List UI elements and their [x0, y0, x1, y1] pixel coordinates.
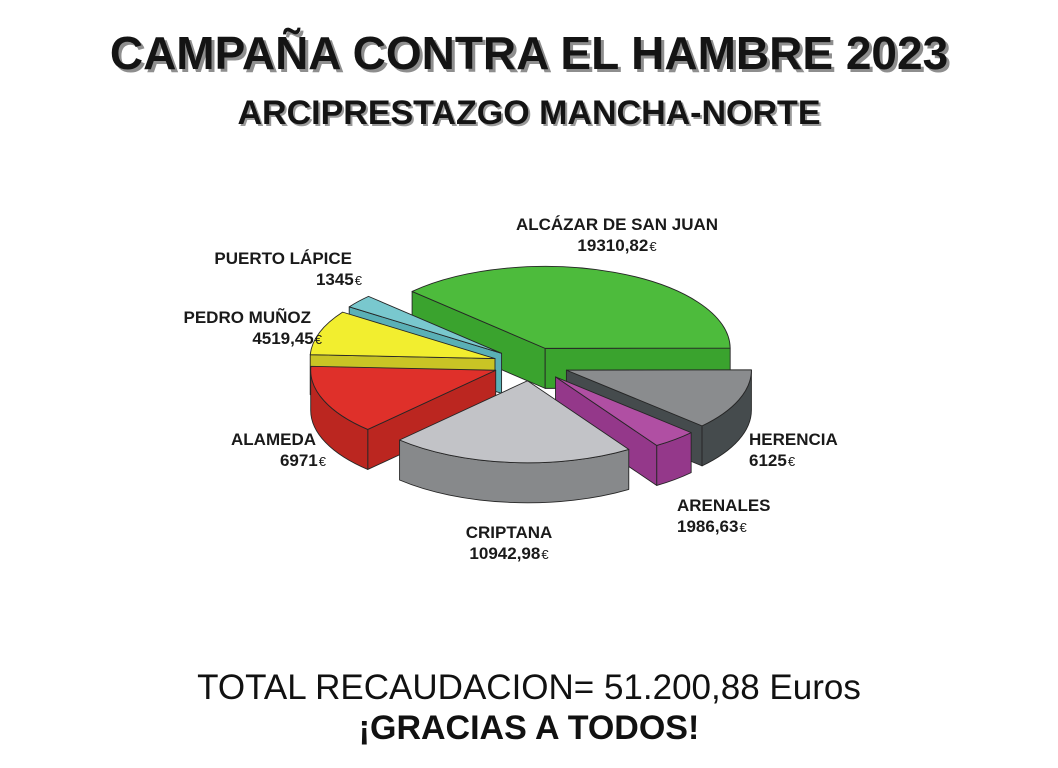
chart-subtitle: ARCIPRESTAZGO MANCHA-NORTE: [237, 94, 821, 132]
value-number: 4519,45: [252, 329, 314, 348]
chart-title: CAMPAÑA CONTRA EL HAMBRE 2023: [109, 27, 949, 79]
pie-slice-alameda-top: [310, 365, 497, 430]
value-label: 1986,63€: [677, 516, 807, 538]
thanks-text: ¡GRACIAS A TODOS!: [358, 709, 700, 747]
currency-symbol: €: [739, 520, 747, 535]
pie-slice-pedro-munoz-top: [309, 311, 496, 360]
category-label: ALCÁZAR DE SAN JUAN: [515, 215, 719, 234]
currency-symbol: €: [354, 273, 362, 288]
value-number: 1345: [315, 270, 354, 289]
value-number: 19310,82: [577, 236, 649, 255]
category-label: CRIPTANA: [465, 523, 553, 542]
value-number: 10942,98: [469, 544, 541, 563]
currency-symbol: €: [649, 239, 657, 254]
value-number: 6971: [279, 451, 318, 470]
label-alcazar-de-san-juan: ALCÁZAR DE SAN JUAN 19310,82€: [507, 214, 727, 257]
value-label: 19310,82€: [507, 235, 727, 257]
pie-slice-criptana-top: [399, 380, 630, 464]
currency-symbol: €: [541, 547, 549, 562]
pie-slice-arenales: [555, 376, 692, 486]
label-puerto-lapice: PUERTO LÁPICE 1345€: [182, 248, 362, 291]
value-label: 10942,98€: [399, 543, 619, 565]
category-label: ALAMEDA: [231, 430, 316, 449]
pie-slice-alcazar-de-san-juan-top: [411, 265, 731, 349]
pie-slice-criptana: [399, 380, 630, 504]
value-label: 6125€: [749, 450, 869, 472]
value-label: 4519,45€: [152, 328, 322, 350]
category-label: HERENCIA: [749, 430, 838, 449]
pie-slice-arenales-top: [555, 376, 692, 446]
label-alameda: ALAMEDA 6971€: [166, 429, 326, 472]
value-label: 1345€: [182, 269, 362, 291]
label-arenales: ARENALES 1986,63€: [677, 495, 807, 538]
category-label: PUERTO LÁPICE: [214, 249, 352, 268]
pie-slice-herencia-top: [565, 369, 752, 427]
value-label: 6971€: [166, 450, 326, 472]
label-herencia: HERENCIA 6125€: [749, 429, 869, 472]
currency-symbol: €: [318, 454, 326, 469]
label-pedro-munoz: PEDRO MUÑOZ 4519,45€: [152, 307, 323, 350]
pie-slice-puerto-lapice-top: [348, 295, 503, 354]
value-number: 1986,63: [677, 517, 739, 536]
label-criptana: CRIPTANA 10942,98€: [399, 522, 619, 565]
total-collected-text: TOTAL RECAUDACION= 51.200,88 Euros: [197, 668, 861, 707]
category-label: ARENALES: [677, 496, 771, 515]
category-label: PEDRO MUÑOZ: [183, 308, 312, 327]
currency-symbol: €: [787, 454, 796, 469]
value-number: 6125: [749, 451, 787, 470]
currency-symbol: €: [314, 332, 322, 347]
